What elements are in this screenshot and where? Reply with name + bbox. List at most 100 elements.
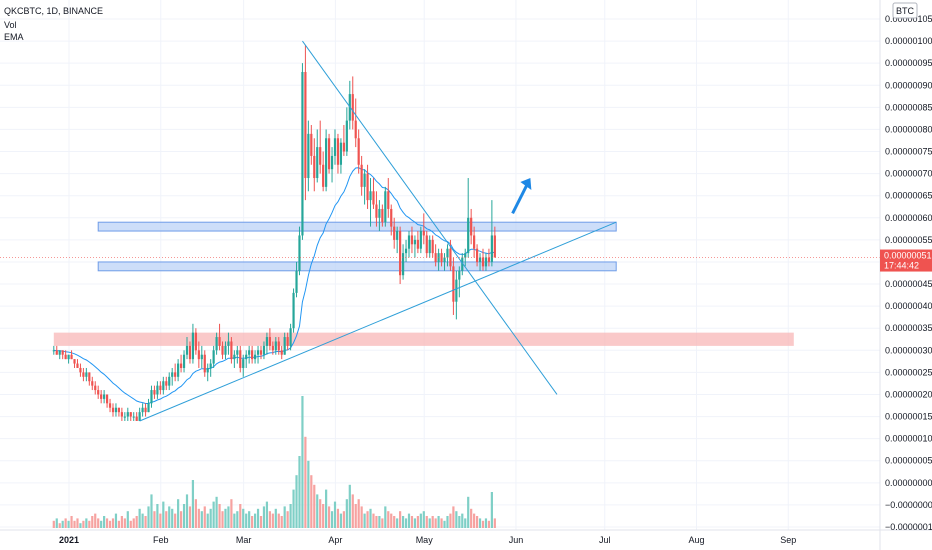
candle-body-71 [262, 345, 266, 355]
candle-body-5 [67, 354, 70, 360]
candle-body-145 [481, 257, 485, 267]
candle-body-28 [135, 416, 138, 421]
volume-bar-98 [342, 511, 345, 528]
volume-bar-130 [437, 516, 440, 528]
price-axis[interactable]: 0.00000105 0.00000100 0.00000095 0.00000090… [885, 14, 932, 532]
volume-bar-8 [76, 518, 79, 528]
time-tick-1: Feb [153, 535, 169, 545]
volume-bar-51 [203, 506, 206, 528]
candle-body-143 [475, 248, 479, 262]
legend-symbol[interactable]: QKCBTC, 1D, BINANCE [4, 6, 103, 16]
last-price-countdown: 17:44:42 [884, 261, 919, 271]
volume-bar-142 [473, 513, 476, 528]
legend-vol[interactable]: Vol [4, 20, 17, 30]
candle-body-88 [313, 155, 316, 179]
volume-bar-65 [245, 513, 248, 528]
candle-body-96 [336, 138, 340, 165]
volume-bar-42 [177, 499, 180, 528]
price-tick-23: −0.00000010 [885, 522, 932, 532]
candle-body-84 [301, 72, 304, 236]
candle-body-83 [298, 235, 301, 271]
volume-bar-27 [132, 518, 135, 528]
volume-bar-114 [390, 513, 393, 528]
volume-bar-25 [126, 511, 129, 528]
price-tick-2: 0.00000095 [885, 58, 932, 68]
candle-body-56 [218, 337, 221, 346]
volume-bar-79 [286, 511, 289, 528]
volume-bar-63 [239, 504, 242, 528]
candle-body-110 [378, 208, 381, 218]
ema-line [53, 167, 495, 404]
candle-body-35 [156, 385, 159, 395]
candle-body-107 [369, 191, 372, 201]
price-tick-16: 0.00000025 [885, 367, 932, 377]
volume-bar-67 [251, 516, 254, 528]
volume-bars [52, 396, 496, 528]
candle-body-82 [295, 270, 298, 293]
volume-bar-23 [120, 516, 123, 528]
volume-bar-73 [268, 511, 271, 528]
volume-bar-84 [301, 396, 304, 528]
volume-bar-2 [58, 523, 61, 528]
candle-body-29 [138, 412, 141, 421]
price-tick-0: 0.00000105 [885, 14, 932, 24]
candle-body-103 [357, 138, 360, 165]
candle-body-23 [120, 412, 123, 417]
currency-badge[interactable]: BTC [892, 2, 918, 19]
candle-body-63 [239, 350, 242, 368]
candle-body-114 [390, 208, 393, 227]
price-tick-19: 0.00000010 [885, 434, 932, 444]
candle-body-43 [179, 363, 183, 368]
volume-bar-60 [230, 499, 233, 528]
resistance-zone-lower [97, 261, 617, 272]
time-tick-4: May [416, 535, 434, 545]
volume-bar-33 [150, 494, 153, 528]
time-axis[interactable]: 2021 Feb Mar Apr May Jun Jul Aug Sep [59, 535, 796, 545]
price-tick-3: 0.00000090 [885, 80, 932, 90]
volume-bar-10 [82, 520, 85, 528]
volume-bar-111 [381, 518, 384, 528]
volume-bar-118 [401, 516, 405, 528]
volume-bar-11 [85, 518, 88, 528]
time-tick-8: Sep [780, 535, 796, 545]
volume-bar-74 [271, 513, 274, 528]
volume-bar-86 [307, 460, 310, 528]
candle-body-132 [443, 257, 446, 262]
volume-bar-62 [236, 511, 239, 528]
volume-bar-112 [384, 506, 387, 528]
volume-bar-139 [464, 518, 467, 528]
volume-bar-113 [387, 511, 390, 528]
candle-body-91 [322, 164, 325, 187]
volume-bar-30 [141, 513, 144, 528]
volume-bar-119 [404, 518, 408, 528]
volume-bar-9 [79, 523, 82, 528]
resistance-zone-upper [97, 221, 617, 232]
candle-body-139 [464, 253, 467, 258]
volume-bar-56 [218, 504, 221, 528]
candle-body-77 [280, 350, 283, 355]
price-tick-20: 0.00000005 [885, 456, 932, 466]
legend-ema[interactable]: EMA [4, 32, 24, 42]
volume-bar-101 [351, 494, 354, 528]
volume-bar-18 [105, 518, 109, 528]
candle-body-142 [473, 235, 476, 249]
candle-body-95 [333, 138, 337, 156]
candle-body-40 [171, 372, 174, 377]
price-tick-7: 0.00000070 [885, 169, 932, 179]
candle-body-97 [339, 142, 343, 165]
volume-bar-82 [295, 475, 298, 528]
volume-bar-50 [200, 511, 203, 528]
volume-bar-54 [212, 501, 215, 528]
volume-bar-107 [369, 508, 372, 528]
candle-body-26 [129, 412, 132, 417]
candle-body-75 [274, 341, 277, 351]
price-tick-18: 0.00000015 [885, 412, 932, 422]
volume-bar-132 [443, 520, 446, 528]
candle-body-74 [271, 345, 274, 351]
volume-bar-53 [209, 508, 212, 528]
volume-bar-72 [265, 501, 269, 528]
candle-body-76 [277, 341, 280, 351]
volume-bar-0 [52, 520, 55, 528]
